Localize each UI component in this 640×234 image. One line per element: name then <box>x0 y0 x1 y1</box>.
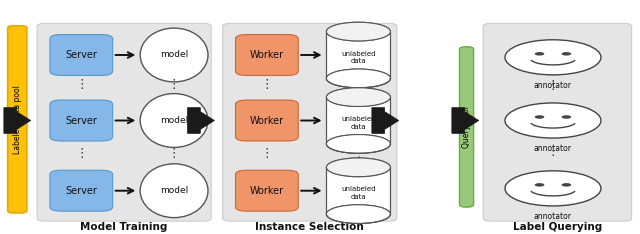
Text: Worker: Worker <box>250 50 284 60</box>
Text: Server: Server <box>65 50 97 60</box>
Text: Server: Server <box>65 186 97 196</box>
FancyBboxPatch shape <box>236 170 298 211</box>
FancyBboxPatch shape <box>460 47 474 207</box>
FancyBboxPatch shape <box>236 34 298 75</box>
Text: ⋮: ⋮ <box>352 147 365 160</box>
FancyBboxPatch shape <box>50 170 113 211</box>
FancyBboxPatch shape <box>483 23 632 221</box>
Text: Instance Selection: Instance Selection <box>255 222 364 232</box>
Ellipse shape <box>140 164 208 218</box>
FancyBboxPatch shape <box>326 167 390 214</box>
Text: ⋮: ⋮ <box>168 147 180 160</box>
Text: ⋮: ⋮ <box>260 78 273 91</box>
Text: ⋮: ⋮ <box>168 78 180 91</box>
Ellipse shape <box>140 94 208 147</box>
Polygon shape <box>188 108 214 133</box>
Ellipse shape <box>326 205 390 223</box>
FancyBboxPatch shape <box>223 23 397 221</box>
Text: Query pool: Query pool <box>462 106 471 148</box>
Text: Worker: Worker <box>250 116 284 125</box>
Text: ⋮: ⋮ <box>75 147 88 160</box>
Text: annotator: annotator <box>534 144 572 153</box>
Ellipse shape <box>535 183 544 187</box>
FancyBboxPatch shape <box>326 32 390 78</box>
Ellipse shape <box>326 158 390 177</box>
Ellipse shape <box>505 171 601 206</box>
Text: ⋮: ⋮ <box>260 147 273 160</box>
Ellipse shape <box>535 115 544 119</box>
Text: model: model <box>160 186 188 195</box>
Text: Server: Server <box>65 116 97 125</box>
Ellipse shape <box>326 69 390 88</box>
FancyBboxPatch shape <box>50 34 113 75</box>
Ellipse shape <box>505 40 601 75</box>
Ellipse shape <box>326 158 390 177</box>
Ellipse shape <box>326 135 390 153</box>
Polygon shape <box>326 32 390 78</box>
Text: ⋮: ⋮ <box>547 79 559 92</box>
Polygon shape <box>326 97 390 144</box>
Ellipse shape <box>535 52 544 55</box>
Text: Worker: Worker <box>250 186 284 196</box>
FancyBboxPatch shape <box>8 26 27 213</box>
FancyBboxPatch shape <box>50 100 113 141</box>
Text: ⋮: ⋮ <box>352 78 365 91</box>
Ellipse shape <box>326 22 390 41</box>
Text: ⋮: ⋮ <box>547 145 559 158</box>
Ellipse shape <box>326 88 390 106</box>
Text: Model Training: Model Training <box>81 222 168 232</box>
Polygon shape <box>452 108 479 133</box>
Ellipse shape <box>562 115 571 119</box>
Text: Label Querying: Label Querying <box>513 222 602 232</box>
Ellipse shape <box>140 28 208 82</box>
Ellipse shape <box>326 69 390 88</box>
Text: unlabeled
data: unlabeled data <box>341 186 376 200</box>
Text: unlabeled
data: unlabeled data <box>341 51 376 64</box>
Text: model: model <box>160 116 188 125</box>
Ellipse shape <box>326 205 390 223</box>
FancyBboxPatch shape <box>236 100 298 141</box>
Text: unlabeled
data: unlabeled data <box>341 116 376 130</box>
Ellipse shape <box>326 135 390 153</box>
Ellipse shape <box>562 183 571 187</box>
FancyBboxPatch shape <box>326 97 390 144</box>
Ellipse shape <box>326 88 390 106</box>
Polygon shape <box>326 167 390 214</box>
Text: ⋮: ⋮ <box>75 78 88 91</box>
FancyBboxPatch shape <box>37 23 211 221</box>
Text: annotator: annotator <box>534 81 572 90</box>
Text: Labeled data pool: Labeled data pool <box>13 85 22 154</box>
Ellipse shape <box>505 103 601 138</box>
Polygon shape <box>372 108 399 133</box>
Text: model: model <box>160 51 188 59</box>
Polygon shape <box>4 108 31 133</box>
Ellipse shape <box>562 52 571 55</box>
Text: annotator: annotator <box>534 212 572 221</box>
Ellipse shape <box>326 22 390 41</box>
